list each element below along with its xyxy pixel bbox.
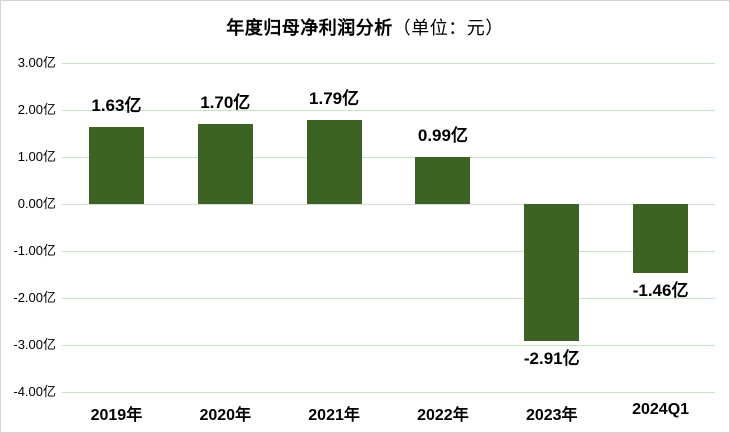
y-axis-tick-label: -2.00亿 <box>13 290 56 305</box>
gridline <box>62 345 715 346</box>
gridline <box>62 110 715 111</box>
y-axis-tick-label: 1.00亿 <box>17 149 56 164</box>
bar-value-label: 1.70亿 <box>200 93 251 113</box>
x-axis-tick-label: 2022年 <box>417 407 469 424</box>
chart-title-text: 年度归母净利润分析 <box>226 18 393 38</box>
bar-2021年 <box>306 119 362 204</box>
y-axis-tick-label: 3.00亿 <box>17 55 56 70</box>
y-axis-tick-label: 0.00亿 <box>17 196 56 211</box>
gridline <box>62 63 715 64</box>
bar-value-label: 0.99亿 <box>417 126 468 146</box>
bar-2023年 <box>524 204 580 341</box>
y-axis-tick-label: -4.00亿 <box>13 384 56 399</box>
bar-2024Q1 <box>633 204 689 273</box>
bar-value-label: 1.63亿 <box>91 96 142 116</box>
plot-area: 1.63亿 2019年 1.70亿 2020年 1.79亿 2021年 0.99亿 2022年… <box>62 63 715 424</box>
gridline <box>62 392 715 393</box>
chart-title: 年度归母净利润分析（单位：元） <box>1 14 729 40</box>
x-axis-tick-label: 2019年 <box>90 407 143 424</box>
y-axis-tick-label: -3.00亿 <box>13 337 56 352</box>
gridline <box>62 298 715 299</box>
bar-2022年 <box>415 157 471 204</box>
bar-2020年 <box>197 124 253 204</box>
x-axis-tick-label: 2023年 <box>525 407 578 424</box>
chart-title-unit: （单位：元） <box>392 18 504 38</box>
bar-value-label: -1.46亿 <box>632 280 689 300</box>
y-axis-tick-label: 2.00亿 <box>17 102 56 117</box>
x-axis-tick-label: 2020年 <box>199 407 252 424</box>
bar-value-label: 1.79亿 <box>309 88 360 108</box>
bar-value-label: -2.91亿 <box>523 348 580 368</box>
zero-axis-line <box>62 204 715 205</box>
bar-2019年 <box>88 127 144 204</box>
x-axis-tick-label: 2024Q1 <box>632 401 690 418</box>
gridline <box>62 157 715 158</box>
gridline <box>62 251 715 252</box>
x-axis-tick-label: 2021年 <box>308 407 360 424</box>
y-axis-tick-label: -1.00亿 <box>13 243 56 258</box>
